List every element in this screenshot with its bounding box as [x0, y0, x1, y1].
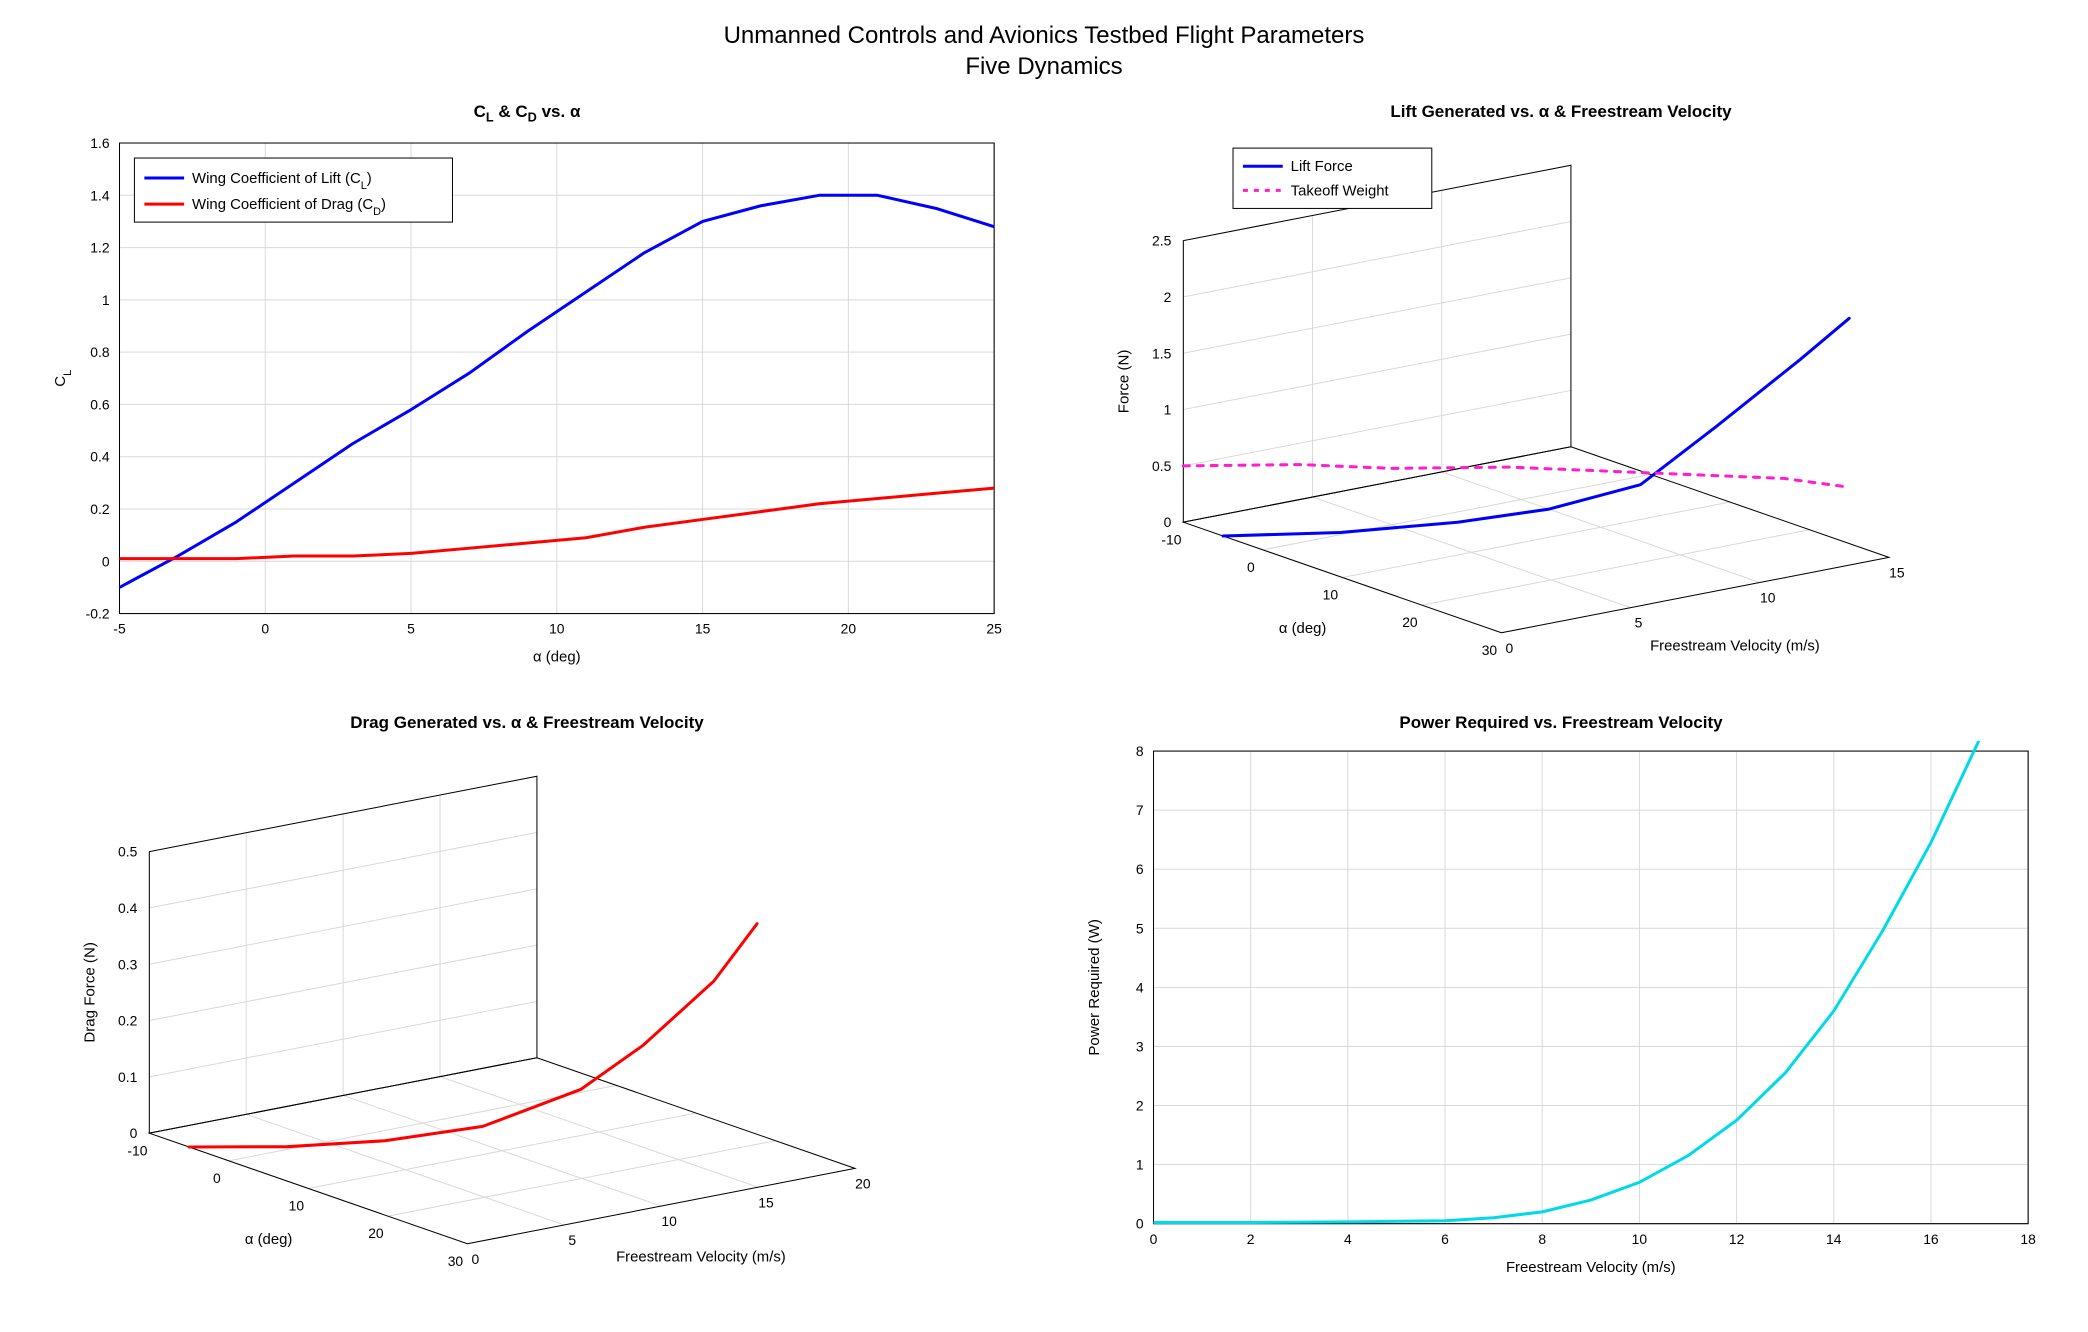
svg-text:0: 0	[261, 620, 269, 636]
svg-text:15: 15	[695, 620, 711, 636]
svg-text:4: 4	[1344, 1231, 1352, 1247]
panel1-title: CL & CD vs. α	[40, 102, 1014, 124]
svg-text:Force (N): Force (N)	[1116, 350, 1133, 414]
svg-text:1.5: 1.5	[1152, 346, 1172, 362]
panel2-title: Lift Generated vs. α & Freestream Veloci…	[1074, 102, 2048, 122]
panel-drag-3d: Drag Generated vs. α & Freestream Veloci…	[40, 713, 1014, 1284]
svg-text:Freestream Velocity (m/s): Freestream Velocity (m/s)	[1650, 638, 1820, 655]
svg-text:6: 6	[1441, 1231, 1449, 1247]
svg-text:2: 2	[1164, 289, 1172, 305]
svg-text:2.5: 2.5	[1152, 233, 1172, 249]
svg-text:0: 0	[1505, 640, 1513, 656]
svg-text:20: 20	[368, 1226, 384, 1242]
svg-text:0: 0	[130, 1125, 138, 1141]
svg-text:5: 5	[407, 620, 415, 636]
svg-text:CL: CL	[52, 370, 74, 387]
svg-text:4: 4	[1136, 980, 1144, 996]
svg-text:25: 25	[986, 620, 1002, 636]
svg-text:15: 15	[1889, 565, 1905, 581]
main-title-line2: Five Dynamics	[0, 51, 2088, 82]
svg-text:α (deg): α (deg)	[245, 1231, 293, 1248]
svg-text:18: 18	[2020, 1231, 2036, 1247]
svg-text:3: 3	[1136, 1039, 1144, 1055]
svg-text:10: 10	[1632, 1231, 1648, 1247]
panel1-chart: -5 0 5 10 15 20 25 -0.2 0 0.2 0.4 0.6 0.8 1 1.2 1.4 1.6 α…	[40, 133, 1014, 674]
svg-text:0.5: 0.5	[1152, 458, 1172, 474]
svg-text:20: 20	[1402, 615, 1418, 631]
panel-power: Power Required vs. Freestream Velocity 0…	[1074, 713, 2048, 1284]
svg-text:0.1: 0.1	[118, 1069, 138, 1085]
svg-text:0.4: 0.4	[118, 900, 138, 916]
svg-text:0: 0	[1136, 1216, 1144, 1232]
svg-text:Power Required (W): Power Required (W)	[1086, 919, 1103, 1056]
svg-text:5: 5	[1635, 615, 1643, 631]
svg-text:0.2: 0.2	[118, 1013, 138, 1029]
svg-text:Takeoff Weight: Takeoff Weight	[1291, 183, 1390, 200]
panel4-chart: 024681012141618012345678Freestream Veloc…	[1074, 741, 2048, 1284]
svg-text:-10: -10	[127, 1143, 147, 1159]
svg-text:-10: -10	[1161, 532, 1181, 548]
svg-text:5: 5	[568, 1232, 576, 1248]
svg-text:7: 7	[1136, 802, 1144, 818]
main-title-line1: Unmanned Controls and Avionics Testbed F…	[0, 20, 2088, 51]
panel3-title: Drag Generated vs. α & Freestream Veloci…	[40, 713, 1014, 733]
svg-text:30: 30	[1482, 642, 1498, 658]
svg-text:α (deg): α (deg)	[1279, 620, 1327, 637]
svg-text:20: 20	[841, 620, 857, 636]
svg-text:-5: -5	[113, 620, 126, 636]
svg-text:Freestream Velocity (m/s): Freestream Velocity (m/s)	[1506, 1259, 1676, 1276]
svg-text:14: 14	[1826, 1231, 1842, 1247]
svg-text:15: 15	[758, 1195, 774, 1211]
svg-text:Freestream Velocity (m/s): Freestream Velocity (m/s)	[616, 1249, 786, 1266]
svg-text:10: 10	[1760, 590, 1776, 606]
svg-text:α (deg): α (deg)	[533, 648, 581, 665]
svg-text:5: 5	[1136, 921, 1144, 937]
svg-text:2: 2	[1247, 1231, 1255, 1247]
panel4-title: Power Required vs. Freestream Velocity	[1074, 713, 2048, 733]
svg-text:0: 0	[102, 553, 110, 569]
svg-text:30: 30	[448, 1253, 464, 1269]
svg-text:1.4: 1.4	[90, 187, 110, 203]
svg-text:0.6: 0.6	[90, 396, 110, 412]
svg-text:0: 0	[471, 1251, 479, 1267]
svg-text:Lift Force: Lift Force	[1291, 159, 1353, 176]
svg-text:1: 1	[102, 292, 110, 308]
svg-text:0: 0	[213, 1170, 221, 1186]
svg-text:8: 8	[1136, 743, 1144, 759]
svg-text:0: 0	[1247, 559, 1255, 575]
svg-text:8: 8	[1538, 1231, 1546, 1247]
svg-text:0.2: 0.2	[90, 501, 110, 517]
svg-text:0.3: 0.3	[118, 957, 138, 973]
chart-grid: CL & CD vs. α -50510152025-0.200.20.40.6…	[0, 82, 2088, 1324]
svg-text:0: 0	[1164, 514, 1172, 530]
svg-text:6: 6	[1136, 862, 1144, 878]
svg-text:10: 10	[549, 620, 565, 636]
svg-text:16: 16	[1923, 1231, 1939, 1247]
svg-text:10: 10	[661, 1213, 677, 1229]
panel-cl-cd: CL & CD vs. α -5 0 5 10 15 20 25 -0.2 0 0.2 0.4 0.6…	[40, 102, 1014, 673]
svg-text:10: 10	[289, 1198, 305, 1214]
panel-lift-3d: Lift Generated vs. α & Freestream Veloci…	[1074, 102, 2048, 673]
panel3-chart: -10 0 10 20 30 0 5 10 15 20 0 0.1 0.2 0.3 0.4 0.5 α (deg…	[40, 741, 1014, 1284]
svg-text:0.4: 0.4	[90, 448, 110, 464]
main-title: Unmanned Controls and Avionics Testbed F…	[0, 0, 2088, 82]
panel2-chart: -10 0 10 20 30 0 5 10 15 0 0.5 1 1.5 2 2.5 α (deg) Frees…	[1074, 130, 2048, 673]
svg-text:0: 0	[1150, 1231, 1158, 1247]
svg-text:0.5: 0.5	[118, 844, 138, 860]
svg-text:-0.2: -0.2	[86, 605, 110, 621]
svg-text:1: 1	[1164, 402, 1172, 418]
svg-text:10: 10	[1323, 587, 1339, 603]
svg-text:0.8: 0.8	[90, 344, 110, 360]
svg-text:20: 20	[855, 1176, 871, 1192]
svg-text:1.6: 1.6	[90, 135, 110, 151]
svg-text:1.2: 1.2	[90, 239, 110, 255]
svg-text:2: 2	[1136, 1098, 1144, 1114]
svg-text:12: 12	[1729, 1231, 1745, 1247]
svg-text:Drag Force (N): Drag Force (N)	[82, 943, 99, 1044]
svg-text:1: 1	[1136, 1157, 1144, 1173]
